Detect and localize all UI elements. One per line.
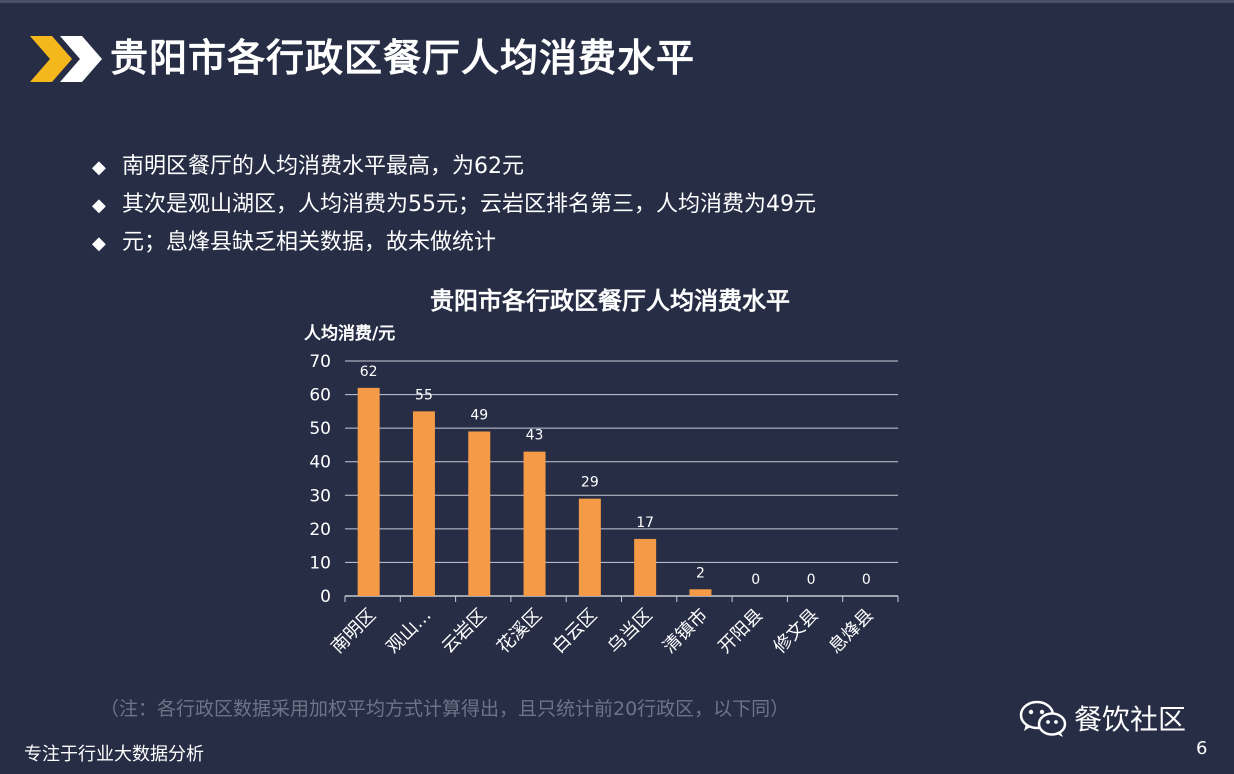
bullet-text: 南明区餐厅的人均消费水平最高，为62元 xyxy=(122,154,524,179)
x-tick-label: 白云区 xyxy=(548,605,601,658)
data-label: 0 xyxy=(862,572,871,588)
bar xyxy=(468,431,491,596)
diamond-bullet-icon: ◆ xyxy=(92,157,106,178)
x-tick-label: 云岩区 xyxy=(438,605,491,658)
top-border-line xyxy=(0,0,1234,3)
y-tick-label: 70 xyxy=(309,352,331,372)
footer-tagline: 专注于行业大数据分析 xyxy=(24,744,204,765)
bullet-text: 元；息烽县缺乏相关数据，故未做统计 xyxy=(122,230,497,255)
brand-name: 餐饮社区 xyxy=(1074,703,1187,736)
x-tick-label: 乌当区 xyxy=(604,605,657,658)
diamond-bullet-icon: ◆ xyxy=(92,195,106,216)
data-label: 62 xyxy=(360,364,378,380)
bar xyxy=(523,451,546,596)
x-tick-label: 花溪区 xyxy=(493,605,546,658)
bar xyxy=(357,387,380,596)
y-tick-labels: 0 10 20 30 40 50 60 70 xyxy=(309,352,331,607)
bar xyxy=(578,498,601,596)
wechat-icon xyxy=(1019,700,1067,737)
x-tick-label: 息烽县 xyxy=(825,605,878,658)
data-label: 2 xyxy=(696,565,705,581)
data-labels: 62 55 49 43 29 17 2 0 0 0 xyxy=(360,364,871,588)
y-tick-label: 20 xyxy=(309,520,331,540)
data-label: 17 xyxy=(636,515,654,531)
bullet-item: ◆ 其次是观山湖区，人均消费为55元；云岩区排名第三，人均消费为49元 xyxy=(92,186,816,224)
gridlines xyxy=(344,360,899,602)
x-tick-label: 修文县 xyxy=(770,605,823,658)
bullet-item: ◆ 元；息烽县缺乏相关数据，故未做统计 xyxy=(92,224,816,262)
x-tick-label: 观山… xyxy=(382,605,435,658)
bar xyxy=(634,538,657,596)
y-tick-label: 0 xyxy=(320,587,331,607)
bullet-item: ◆ 南明区餐厅的人均消费水平最高，为62元 xyxy=(92,148,816,186)
y-tick-label: 60 xyxy=(309,386,331,406)
data-label: 43 xyxy=(526,428,544,444)
data-label: 0 xyxy=(751,572,760,588)
chart-title: 贵阳市各行政区餐厅人均消费水平 xyxy=(430,287,790,315)
page-title: 贵阳市各行政区餐厅人均消费水平 xyxy=(110,36,696,80)
footnote: （注：各行政区数据采用加权平均方式计算得出，且只统计前20行政区，以下同） xyxy=(100,698,790,720)
y-tick-label: 40 xyxy=(309,453,331,473)
chevron-arrows-icon xyxy=(30,36,102,82)
bar xyxy=(689,589,712,596)
data-label: 0 xyxy=(807,572,816,588)
data-label: 29 xyxy=(581,475,599,491)
x-tick-label: 南明区 xyxy=(327,605,380,658)
data-label: 55 xyxy=(415,387,433,403)
diamond-bullet-icon: ◆ xyxy=(92,233,106,254)
x-tick-label: 清镇市 xyxy=(659,605,712,658)
data-label: 49 xyxy=(470,408,488,424)
page-number: 6 xyxy=(1196,738,1208,759)
x-tick-labels: 南明区 观山… 云岩区 花溪区 白云区 乌当区 清镇市 开阳县 修文县 息烽县 xyxy=(327,605,878,658)
y-tick-label: 50 xyxy=(309,419,331,439)
bullet-text: 其次是观山湖区，人均消费为55元；云岩区排名第三，人均消费为49元 xyxy=(122,192,816,217)
x-tick-label: 开阳县 xyxy=(714,605,767,658)
y-tick-label: 30 xyxy=(309,486,331,506)
y-tick-label: 10 xyxy=(309,553,331,573)
bars xyxy=(357,387,712,596)
bar xyxy=(412,411,435,596)
y-axis-label: 人均消费/元 xyxy=(304,323,395,344)
bullet-list: ◆ 南明区餐厅的人均消费水平最高，为62元 ◆ 其次是观山湖区，人均消费为55元；云… xyxy=(92,148,816,262)
